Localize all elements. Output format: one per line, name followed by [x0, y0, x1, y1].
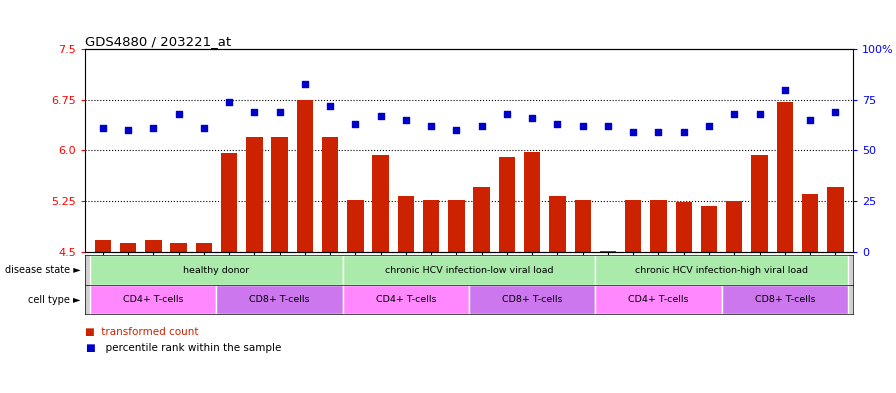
Point [323, 103, 337, 109]
Point [676, 129, 691, 135]
Point [702, 123, 716, 129]
Bar [701, 206, 717, 252]
Text: cell type ►: cell type ► [28, 295, 81, 305]
Bar [599, 251, 616, 252]
Bar [120, 243, 136, 252]
Bar [676, 202, 692, 252]
Point [500, 111, 514, 117]
Bar [90, 255, 343, 285]
Point [247, 109, 262, 115]
Bar [574, 200, 591, 252]
Point [146, 125, 160, 131]
Bar [595, 255, 848, 285]
Bar [752, 155, 768, 252]
Point [96, 125, 110, 131]
Bar [549, 196, 565, 252]
Point [651, 129, 666, 135]
Bar [524, 152, 540, 252]
Point [449, 127, 463, 133]
Bar [95, 240, 111, 252]
Bar [217, 285, 343, 314]
Text: percentile rank within the sample: percentile rank within the sample [99, 343, 282, 353]
Bar [90, 285, 217, 314]
Bar [827, 187, 843, 252]
Bar [423, 200, 439, 252]
Text: CD4+ T-cells: CD4+ T-cells [123, 295, 184, 304]
Point [525, 115, 539, 121]
Bar [221, 153, 237, 252]
Bar [625, 200, 642, 252]
Text: CD8+ T-cells: CD8+ T-cells [754, 295, 815, 304]
Text: CD8+ T-cells: CD8+ T-cells [249, 295, 310, 304]
Bar [170, 243, 186, 252]
Point [753, 111, 767, 117]
Bar [473, 187, 490, 252]
Bar [499, 157, 515, 252]
Bar [726, 201, 743, 252]
Bar [398, 196, 414, 252]
Point [575, 123, 590, 129]
Point [272, 109, 287, 115]
Bar [802, 194, 818, 252]
Bar [347, 200, 364, 252]
Point [349, 121, 363, 127]
Point [399, 117, 413, 123]
Bar [777, 102, 793, 252]
Point [121, 127, 135, 133]
Text: CD4+ T-cells: CD4+ T-cells [628, 295, 689, 304]
Point [778, 86, 792, 93]
Point [626, 129, 641, 135]
Bar [195, 243, 212, 252]
Bar [721, 285, 848, 314]
Bar [650, 200, 667, 252]
Point [550, 121, 564, 127]
Point [424, 123, 438, 129]
Point [728, 111, 742, 117]
Bar [145, 240, 161, 252]
Bar [343, 285, 470, 314]
Text: CD4+ T-cells: CD4+ T-cells [375, 295, 436, 304]
Bar [271, 137, 288, 252]
Text: chronic HCV infection-high viral load: chronic HCV infection-high viral load [635, 266, 808, 275]
Text: chronic HCV infection-low viral load: chronic HCV infection-low viral load [384, 266, 554, 275]
Text: ■  transformed count: ■ transformed count [85, 327, 199, 337]
Point [475, 123, 489, 129]
Point [297, 81, 312, 87]
Point [803, 117, 817, 123]
Point [196, 125, 211, 131]
Text: healthy donor: healthy donor [184, 266, 250, 275]
Point [374, 113, 388, 119]
Text: CD8+ T-cells: CD8+ T-cells [502, 295, 563, 304]
Bar [373, 155, 389, 252]
Point [222, 99, 237, 105]
Point [171, 111, 185, 117]
Bar [322, 137, 339, 252]
Point [828, 109, 842, 115]
Bar [470, 285, 595, 314]
Bar [448, 200, 465, 252]
Text: disease state ►: disease state ► [4, 265, 81, 275]
Point [601, 123, 616, 129]
Text: GDS4880 / 203221_at: GDS4880 / 203221_at [85, 35, 231, 48]
Bar [343, 255, 595, 285]
Bar [297, 100, 313, 252]
Text: ■: ■ [85, 343, 95, 353]
Bar [595, 285, 721, 314]
Bar [246, 137, 263, 252]
